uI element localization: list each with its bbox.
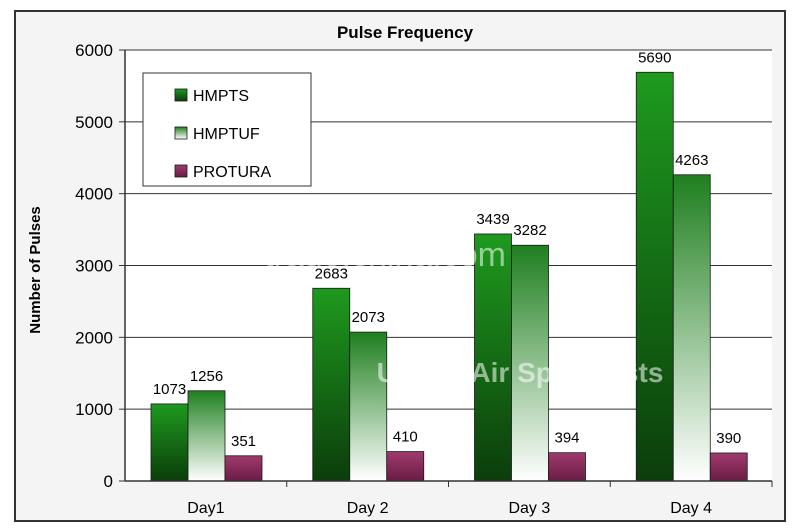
bar-protura <box>386 451 425 482</box>
x-category-label: Day 3 <box>508 500 550 517</box>
bar-hmpts <box>312 287 351 482</box>
bar-hmpts <box>635 71 674 482</box>
legend-label-protura: PROTURA <box>193 164 272 181</box>
data-label: 351 <box>231 433 256 450</box>
data-label: 1256 <box>190 368 223 385</box>
bar-hmptuf <box>672 174 711 482</box>
data-label: 390 <box>716 430 741 447</box>
bar-hmptuf <box>187 390 226 482</box>
bar-hmptuf <box>349 331 388 482</box>
y-tick-label: 2000 <box>75 328 113 347</box>
y-tick-label: 4000 <box>75 185 113 204</box>
bar-hmpts <box>150 403 189 482</box>
y-axis-label: Number of Pulses <box>27 206 44 334</box>
data-label: 3439 <box>476 211 509 228</box>
bar-protura <box>709 452 748 482</box>
y-tick-label: 0 <box>104 472 113 491</box>
x-category-label: Day1 <box>187 500 224 517</box>
data-label: 2683 <box>315 265 348 282</box>
data-label: 2073 <box>352 309 385 326</box>
y-tick-label: 1000 <box>75 400 113 419</box>
legend-swatch-hmpts <box>174 88 188 102</box>
watermark-trade-china: trade.china.com <box>264 236 506 274</box>
watermark-company: United Air Specialists <box>377 357 664 388</box>
data-label: 5690 <box>638 49 671 66</box>
data-label: 394 <box>554 430 579 447</box>
y-tick-label: 5000 <box>75 113 113 132</box>
legend-label-hmptuf: HMPTUF <box>193 126 260 143</box>
x-category-label: Day 2 <box>347 500 389 517</box>
data-label: 1073 <box>153 381 186 398</box>
x-category-label: Day 4 <box>670 500 712 517</box>
legend-swatch-protura <box>174 164 188 178</box>
chart-title: Pulse Frequency <box>337 23 474 42</box>
bar-protura <box>224 455 263 482</box>
bar-protura <box>548 452 586 482</box>
data-label: 3282 <box>513 222 546 239</box>
data-label: 4263 <box>675 152 708 169</box>
data-label: 410 <box>393 429 418 446</box>
y-tick-label: 3000 <box>75 257 113 276</box>
y-tick-label: 6000 <box>75 41 113 60</box>
legend <box>142 72 312 187</box>
legend-label-hmpts: HMPTS <box>193 88 249 105</box>
legend-swatch-hmptuf <box>174 126 188 140</box>
